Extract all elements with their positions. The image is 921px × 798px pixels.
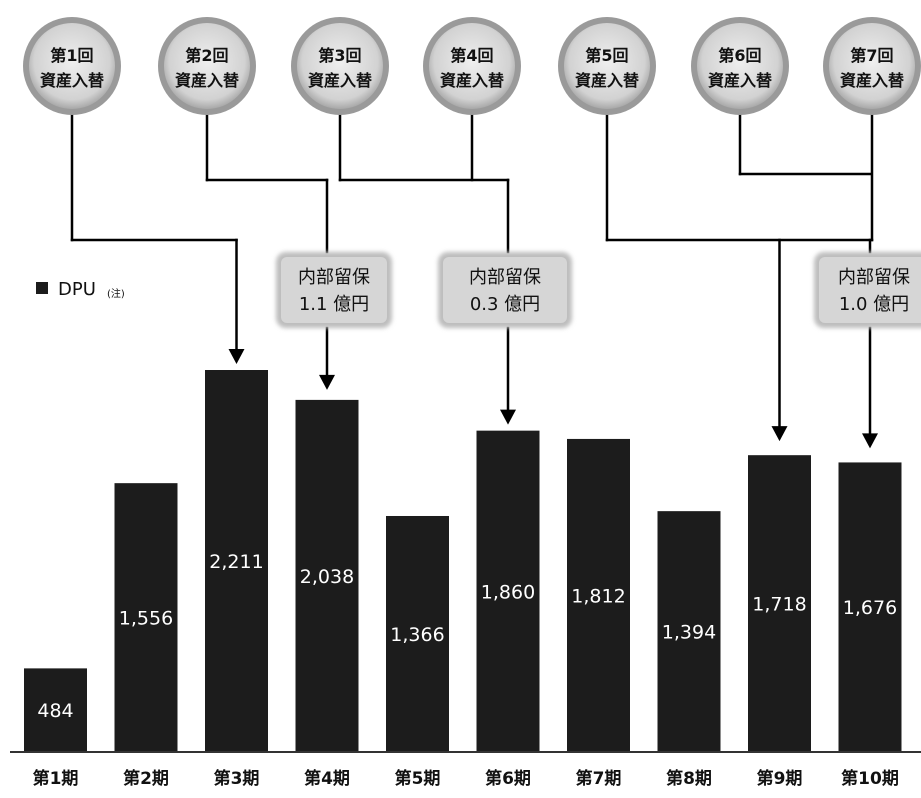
x-tick-labels: 第1期 第2期 第3期 第4期 第5期 第6期 第7期 第8期 第9期 第10期 <box>33 768 899 789</box>
circle-line1: 第4回 <box>450 46 493 65</box>
bar-value-label: 1,718 <box>752 594 806 616</box>
circle-face <box>297 23 383 109</box>
circle-face <box>564 23 650 109</box>
x-tick-label: 第1期 <box>33 768 79 789</box>
bar-value-label: 1,394 <box>662 622 716 644</box>
circle-face <box>697 23 783 109</box>
retained-earnings-badge-3: 内部留保 1.0 億円 <box>814 252 921 328</box>
x-tick-label: 第10期 <box>841 768 899 789</box>
arrow-head <box>319 374 335 390</box>
bar-2 <box>114 483 178 752</box>
circle-line1: 第3回 <box>318 46 361 65</box>
arrow-head <box>862 433 878 449</box>
bar-8 <box>657 511 721 752</box>
badge-line1: 内部留保 <box>469 267 541 288</box>
circle-line2: 資産入替 <box>308 71 372 90</box>
bars: 484 1,556 2,211 2,038 1,366 1,860 1,812 1,394 1,… <box>10 370 921 753</box>
circle-line2: 資産入替 <box>175 71 239 90</box>
bar-7 <box>567 438 630 752</box>
bar-5 <box>386 515 449 752</box>
arrow-head <box>771 426 788 442</box>
circle-line1: 第5回 <box>585 46 628 65</box>
x-tick-label: 第2期 <box>123 768 169 789</box>
bar-value-label: 1,860 <box>481 581 535 603</box>
badge-line2: 1.1 億円 <box>299 294 369 315</box>
circle-line2: 資産入替 <box>440 71 504 90</box>
bar-value-label: 1,812 <box>571 585 625 607</box>
legend: DPU (注) <box>36 279 125 300</box>
x-tick-label: 第3期 <box>214 768 260 789</box>
x-tick-label: 第7期 <box>576 768 622 789</box>
circle-face <box>429 23 515 109</box>
badge-face <box>281 257 387 323</box>
bar-4 <box>295 399 359 752</box>
bar-value-label: 2,038 <box>300 566 354 588</box>
legend-note: (注) <box>107 287 125 300</box>
arrow-head <box>500 409 516 425</box>
x-tick-label: 第8期 <box>666 768 712 789</box>
circle-face <box>164 23 250 109</box>
badge-face <box>443 257 567 323</box>
bar-value-label: 1,366 <box>390 624 444 646</box>
circle-line2: 資産入替 <box>708 71 772 90</box>
circle-face <box>29 23 115 109</box>
bar-value-label: 1,676 <box>843 597 897 619</box>
circle-line1: 第7回 <box>850 46 893 65</box>
circle-line2: 資産入替 <box>575 71 639 90</box>
event-circles: 第1回資産入替第2回資産入替第3回資産入替第4回資産入替第5回資産入替第6回資産… <box>23 17 921 115</box>
circle-line1: 第1回 <box>50 46 93 65</box>
circle-line2: 資産入替 <box>40 71 104 90</box>
bar-value-label: 484 <box>37 700 73 722</box>
x-tick-label: 第4期 <box>304 768 350 789</box>
badge-line2: 0.3 億円 <box>470 294 540 315</box>
legend-label: DPU <box>58 279 96 300</box>
bar-3 <box>205 370 268 752</box>
badge-line2: 1.0 億円 <box>839 294 909 315</box>
x-tick-label: 第6期 <box>485 768 531 789</box>
x-tick-label: 第5期 <box>395 768 441 789</box>
badge-line1: 内部留保 <box>838 267 910 288</box>
circle-line1: 第2回 <box>185 46 228 65</box>
circle-line1: 第6回 <box>718 46 761 65</box>
circle-line2: 資産入替 <box>840 71 904 90</box>
bar-9 <box>748 455 811 752</box>
arrow-head <box>228 349 245 364</box>
bar-value-label: 1,556 <box>119 608 173 630</box>
badge-line1: 内部留保 <box>298 267 370 288</box>
bar-10 <box>838 462 902 752</box>
connector-lines <box>70 113 878 449</box>
retained-earnings-badge-2: 内部留保 0.3 億円 <box>438 252 572 328</box>
bar-1 <box>24 668 87 752</box>
legend-swatch <box>36 282 48 294</box>
circle-face <box>829 23 915 109</box>
x-tick-label: 第9期 <box>757 768 803 789</box>
bar-6 <box>476 430 540 752</box>
badge-face <box>819 257 921 323</box>
retained-earnings-badge-1: 内部留保 1.1 億円 <box>276 252 392 328</box>
bar-value-label: 2,211 <box>209 551 263 573</box>
